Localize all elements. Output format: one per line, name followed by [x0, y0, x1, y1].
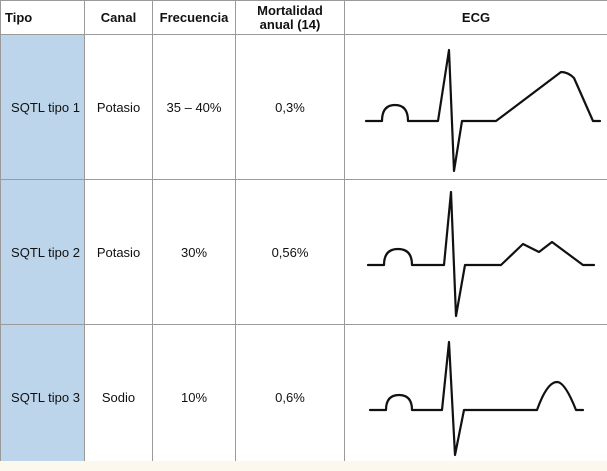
cell-mortalidad: 0,6% [235, 324, 345, 470]
cell-frecuencia: 35 – 40% [152, 34, 236, 180]
cell-ecg [344, 179, 607, 325]
cell-canal: Potasio [84, 34, 153, 180]
header-mortalidad-line1: Mortalidad [257, 2, 323, 18]
cell-mortalidad: 0,56% [235, 179, 345, 325]
cell-canal: Potasio [84, 179, 153, 325]
header-frecuencia: Frecuencia [152, 0, 236, 35]
table-row: SQTL tipo 3 Sodio 10% 0,6% [0, 324, 607, 470]
ecg-trace-type1-icon [364, 48, 602, 173]
header-mortalidad-line2: anual (14) [259, 16, 321, 32]
ecg-trace-type3-icon [368, 340, 585, 457]
cell-tipo: SQTL tipo 3 [0, 324, 85, 470]
cell-ecg [344, 324, 607, 470]
header-tipo: Tipo [0, 0, 85, 35]
header-row: Tipo Canal Frecuencia Mortalidad anual (… [0, 0, 607, 35]
header-mortalidad: Mortalidad anual (14) [235, 0, 345, 35]
cell-tipo: SQTL tipo 2 [0, 179, 85, 325]
cell-ecg [344, 34, 607, 180]
cell-frecuencia: 10% [152, 324, 236, 470]
cell-canal: Sodio [84, 324, 153, 470]
table-row: SQTL tipo 2 Potasio 30% 0,56% [0, 179, 607, 325]
header-ecg: ECG [344, 0, 607, 35]
table-row: SQTL tipo 1 Potasio 35 – 40% 0,3% [0, 34, 607, 180]
page-bottom-band [0, 461, 607, 471]
header-canal: Canal [84, 0, 153, 35]
cell-mortalidad: 0,3% [235, 34, 345, 180]
cell-tipo: SQTL tipo 1 [0, 34, 85, 180]
cell-frecuencia: 30% [152, 179, 236, 325]
ecg-trace-type2-icon [366, 190, 596, 318]
